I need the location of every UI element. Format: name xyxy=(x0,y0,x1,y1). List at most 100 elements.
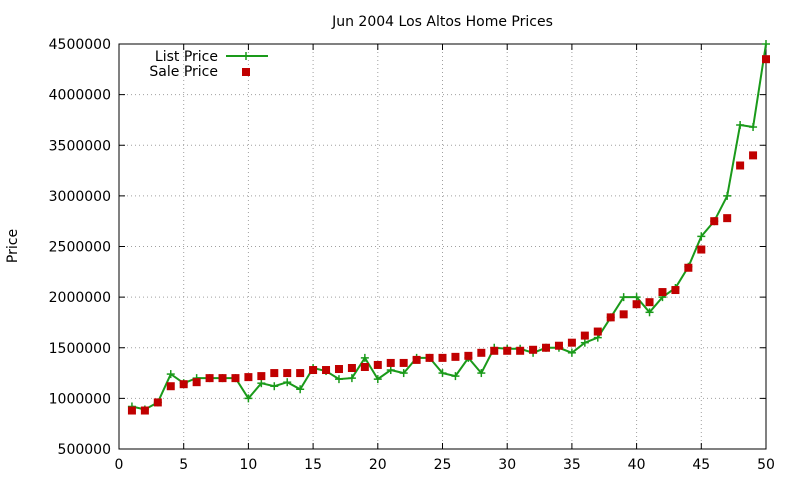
sale-price-point xyxy=(619,310,628,319)
sale-price-point xyxy=(658,288,667,297)
list-price-point xyxy=(451,372,460,381)
sale-price-point xyxy=(283,369,292,378)
list-price-point xyxy=(283,378,292,387)
y-tick-label: 1000000 xyxy=(49,391,111,407)
y-tick-label: 500000 xyxy=(58,442,111,458)
y-tick-label: 1500000 xyxy=(49,341,111,357)
x-tick-label: 40 xyxy=(628,457,646,473)
sale-price-point xyxy=(425,353,434,362)
sale-price-point xyxy=(554,341,563,350)
sale-price-point xyxy=(438,353,447,362)
sale-price-point xyxy=(697,245,706,254)
y-tick-label: 2000000 xyxy=(49,290,111,306)
list-price-point xyxy=(296,385,305,394)
sale-price-point xyxy=(736,161,745,170)
list-price-point xyxy=(477,369,486,378)
legend-marker-sale-price xyxy=(242,68,250,76)
y-axis-label: Price xyxy=(5,229,21,263)
x-tick-label: 15 xyxy=(304,457,322,473)
list-price-point xyxy=(270,382,279,391)
sale-price-point xyxy=(464,351,473,360)
sale-price-point xyxy=(153,398,162,407)
sale-price-point xyxy=(386,358,395,367)
sale-price-point xyxy=(179,380,188,389)
list-price-point xyxy=(373,375,382,384)
list-price-point xyxy=(723,191,732,200)
x-tick-label: 35 xyxy=(563,457,581,473)
sale-price-point xyxy=(140,406,149,415)
sale-price-point xyxy=(360,362,369,371)
list-price-line xyxy=(131,43,767,411)
list-price-point xyxy=(399,369,408,378)
list-price-point xyxy=(244,394,253,403)
y-tick-label: 2500000 xyxy=(49,240,111,256)
series-sale-price xyxy=(127,55,770,415)
list-price-point xyxy=(257,379,266,388)
list-price-point xyxy=(736,121,745,129)
sale-price-point xyxy=(593,327,602,336)
sale-price-point xyxy=(373,360,382,369)
sale-price-point xyxy=(723,214,732,223)
sale-price-point xyxy=(322,366,331,375)
sale-price-point xyxy=(218,374,227,383)
sale-price-point xyxy=(632,300,641,309)
x-tick-label: 25 xyxy=(434,457,452,473)
sale-price-point xyxy=(451,352,460,361)
sale-price-point xyxy=(671,286,680,295)
sale-price-point xyxy=(542,343,551,352)
list-price-point xyxy=(762,40,770,48)
x-tick-label: 50 xyxy=(757,457,775,473)
sale-price-point xyxy=(762,55,770,64)
legend-label-list-price: List Price xyxy=(155,49,218,65)
y-tick-label: 3000000 xyxy=(49,189,111,205)
grid xyxy=(119,44,766,449)
sale-price-point xyxy=(257,372,266,381)
sale-price-point xyxy=(244,373,253,382)
legend: List Price Sale Price xyxy=(149,49,268,80)
list-price-point xyxy=(386,366,395,375)
list-price-point xyxy=(645,308,654,317)
chart-title: Jun 2004 Los Altos Home Prices xyxy=(331,14,553,30)
sale-price-point xyxy=(490,346,499,355)
sale-price-point xyxy=(516,346,525,355)
x-tick-labels: 0 5 10 15 20 25 30 35 40 45 50 xyxy=(115,457,775,473)
sale-price-point xyxy=(166,382,175,391)
list-price-point xyxy=(697,232,706,241)
sale-price-point xyxy=(192,378,201,387)
y-tick-label: 4500000 xyxy=(49,37,111,53)
x-tick-label: 5 xyxy=(179,457,188,473)
sale-price-point xyxy=(684,263,693,272)
legend-marker-list-price xyxy=(242,52,250,60)
sale-price-point xyxy=(529,345,538,354)
sale-price-point xyxy=(749,151,758,160)
sale-price-point xyxy=(127,406,136,415)
list-price-point xyxy=(619,293,628,302)
sale-price-point xyxy=(567,338,576,347)
sale-price-point xyxy=(205,374,214,383)
list-price-point xyxy=(360,353,369,362)
x-tick-label: 10 xyxy=(239,457,257,473)
list-price-point xyxy=(749,123,758,132)
list-price-point xyxy=(567,348,576,357)
sale-price-point xyxy=(645,298,654,307)
sale-price-point xyxy=(231,374,240,383)
list-price-point xyxy=(347,374,356,383)
sale-price-point xyxy=(477,348,486,357)
sale-price-point xyxy=(270,369,279,378)
list-price-point xyxy=(580,338,589,347)
legend-label-sale-price: Sale Price xyxy=(149,64,218,80)
x-tick-label: 30 xyxy=(498,457,516,473)
y-tick-label: 4000000 xyxy=(49,88,111,104)
sale-price-point xyxy=(710,217,719,226)
x-tick-label: 20 xyxy=(369,457,387,473)
sale-price-point xyxy=(412,355,421,364)
x-tick-label: 45 xyxy=(692,457,710,473)
sale-price-point xyxy=(580,331,589,340)
sale-price-point xyxy=(296,369,305,378)
list-price-point xyxy=(334,375,343,384)
list-price-point xyxy=(632,293,641,302)
series-list-price xyxy=(127,40,770,414)
sale-price-point xyxy=(309,366,318,375)
sale-price-point xyxy=(347,364,356,372)
